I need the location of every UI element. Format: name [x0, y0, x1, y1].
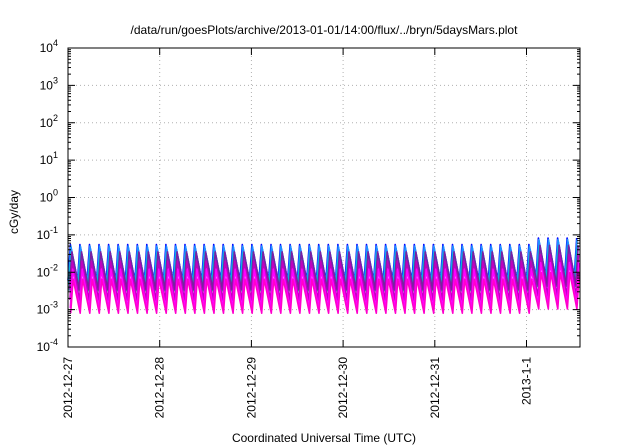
y-tick-label: 10-2 — [37, 262, 58, 279]
x-tick-label: 2013-1-1 — [520, 357, 534, 405]
y-tick-label: 10-4 — [37, 337, 58, 354]
x-axis-label: Coordinated Universal Time (UTC) — [232, 431, 416, 445]
series-line — [69, 253, 580, 301]
x-tick-label: 2012-12-31 — [428, 357, 442, 419]
series-line — [69, 261, 580, 309]
y-tick-label: 102 — [40, 113, 58, 130]
x-tick-label: 2012-12-30 — [336, 357, 350, 419]
x-tick-label: 2012-12-29 — [244, 357, 258, 419]
x-axis: 2012-12-27 2012-12-28 2012-12-29 2012-12-30… — [61, 48, 534, 418]
y-axis-label: cGy/day — [7, 190, 21, 234]
y-tick-label: 101 — [40, 150, 58, 167]
y-axis: 10-4 10-3 10-2 10-1 100 101 102 103 104 — [37, 38, 580, 354]
series-group — [67, 237, 581, 314]
y-tick-label: 10-3 — [37, 300, 58, 317]
y-tick-label: 103 — [40, 75, 58, 92]
y-tick-label: 100 — [40, 188, 58, 205]
chart-title: /data/run/goesPlots/archive/2013-01-01/1… — [131, 23, 519, 37]
x-tick-label: 2012-12-27 — [61, 357, 75, 419]
series-line — [69, 271, 581, 314]
y-tick-label: 104 — [40, 38, 58, 55]
y-tick-label: 10-1 — [37, 225, 58, 242]
x-tick-label: 2012-12-28 — [153, 357, 167, 419]
series-line — [68, 244, 579, 291]
